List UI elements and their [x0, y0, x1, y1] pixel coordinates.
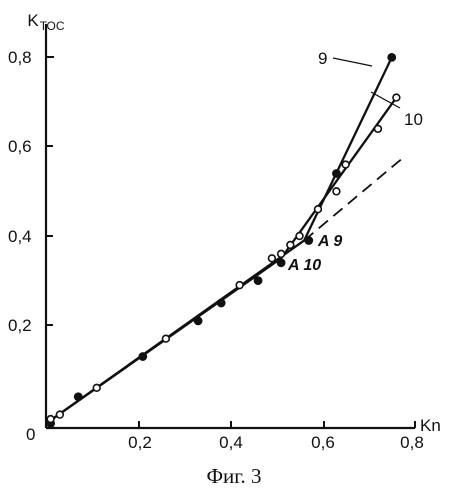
series-10-point — [236, 282, 243, 289]
y-tick-label: 0,8 — [8, 48, 32, 67]
x-tick-label: 0,6 — [311, 433, 335, 452]
series-9-leader — [333, 58, 372, 66]
series-9-point — [388, 54, 395, 61]
series-9-point — [333, 170, 340, 177]
series-10-point — [162, 335, 169, 342]
series-10-point — [268, 255, 275, 262]
plot-lines — [46, 57, 406, 423]
series-10-point — [333, 188, 340, 195]
y-tick-label: 0,6 — [8, 137, 32, 156]
series-9-point — [305, 237, 312, 244]
x-tick-label: 0,8 — [400, 433, 424, 452]
x-tick-label: 0,2 — [128, 433, 152, 452]
series-10-fit-line — [46, 98, 396, 424]
y-axis-title-subscript: ТОС — [40, 19, 65, 33]
x-tick-labels: 0,2 0,4 0,6 0,8 — [128, 433, 424, 452]
y-tick-label: 0,4 — [8, 227, 32, 246]
series-9-point — [254, 277, 261, 284]
series-10-point — [287, 242, 294, 249]
series-10-point — [47, 416, 54, 423]
series-9-label: 9 — [318, 49, 327, 68]
plot-points — [47, 54, 400, 427]
point-a10-label: A 10 — [287, 257, 321, 274]
series-10-point — [296, 233, 303, 240]
series-9-point — [278, 259, 285, 266]
series-9-point — [139, 353, 146, 360]
series-10-point — [278, 250, 285, 257]
series-10-point — [375, 125, 382, 132]
series-10-label: 10 — [404, 110, 423, 129]
series-9-point — [195, 317, 202, 324]
series-10-point — [56, 411, 63, 418]
x-tick-label: 0,4 — [219, 433, 243, 452]
extrapolation-dashed-line — [304, 156, 405, 241]
axes — [46, 24, 415, 428]
series-10-point — [342, 161, 349, 168]
point-a9-label: A 9 — [317, 233, 342, 250]
y-tick-labels: 0,8 0,6 0,4 0,2 — [8, 48, 32, 335]
series-labels: 9 10 — [318, 49, 423, 129]
y-tick-label: 0,2 — [8, 316, 32, 335]
origin-label: 0 — [26, 425, 35, 444]
series-10-point — [393, 94, 400, 101]
y-axis-title-main: K — [27, 11, 39, 30]
series-9-point — [218, 299, 225, 306]
series-9-point — [75, 393, 82, 400]
series-10-point — [315, 206, 322, 213]
series-10-point — [93, 384, 100, 391]
figure-caption: Фиг. 3 — [0, 464, 468, 489]
y-axis-title: KТОС — [27, 11, 64, 33]
